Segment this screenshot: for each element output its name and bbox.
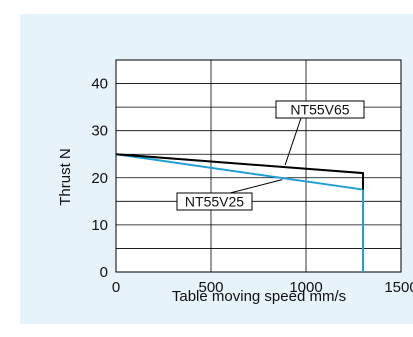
- series-labels: NT55V65 NT55V25: [176, 100, 365, 211]
- y-tick-label: 20: [91, 170, 108, 187]
- callout-box-nt55v25: [176, 192, 253, 211]
- y-tick-label: 0: [100, 264, 108, 281]
- callout-leader-nt55v65: [284, 117, 302, 166]
- y-tick-label: 10: [91, 217, 108, 234]
- series-label-nt55v65: NT55V65: [290, 102, 349, 118]
- y-tick-label: 30: [91, 123, 108, 140]
- series-line-nt55v65: [115, 153, 364, 190]
- y-axis-label: Thrust N: [57, 148, 74, 206]
- x-tick-label: 1500: [384, 279, 413, 296]
- axis-ticks: 0 10 20 30 40 0 500 1000 1500: [91, 76, 413, 296]
- y-tick-label: 40: [91, 76, 108, 93]
- grid-lines: [116, 60, 401, 272]
- callout-box-nt55v65: [275, 100, 365, 119]
- x-tick-label: 0: [112, 279, 120, 296]
- callout-leader-nt55v25: [229, 179, 283, 194]
- x-tick-label: 1000: [289, 279, 322, 296]
- series-lines: [115, 153, 364, 272]
- x-axis-label: Table moving speed mm/s: [172, 288, 346, 305]
- x-tick-label: 500: [198, 279, 223, 296]
- series-label-nt55v25: NT55V25: [185, 194, 244, 210]
